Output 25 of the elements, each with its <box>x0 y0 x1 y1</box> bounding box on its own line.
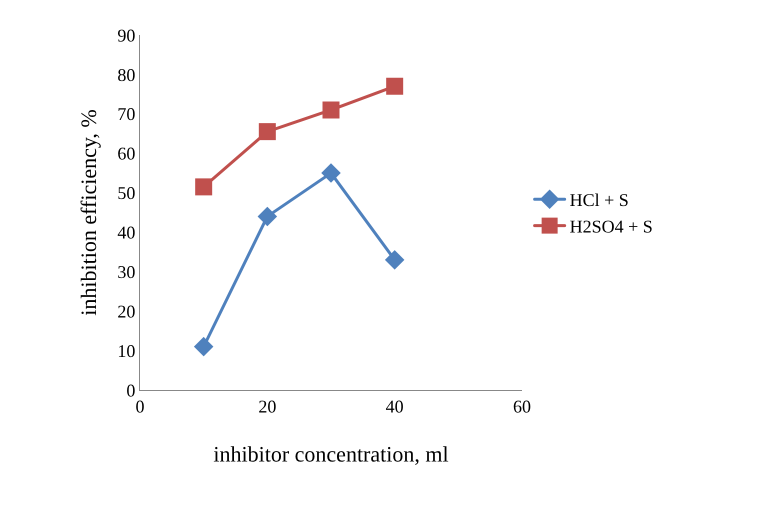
y-tick-label: 80 <box>117 64 136 85</box>
y-tick-label: 10 <box>117 340 136 361</box>
point <box>386 78 404 95</box>
x-axis-title: inhibitor concentration, ml <box>213 442 449 466</box>
y-tick-label: 60 <box>117 144 136 164</box>
point <box>384 250 404 270</box>
y-tick-label: 20 <box>117 301 136 322</box>
y-tick-label: 90 <box>117 25 136 46</box>
point <box>321 163 341 183</box>
legend-label: HCl + S <box>570 190 629 210</box>
y-tick-label: 50 <box>117 183 136 204</box>
point <box>195 178 212 196</box>
x-tick-label: 20 <box>258 396 276 417</box>
y-axis-title: inhibition efficiency, % <box>76 109 102 316</box>
y-tick-label: 0 <box>126 380 136 400</box>
y-tick-label: 30 <box>117 262 136 282</box>
legend-label: H2SO4 + S <box>570 216 653 237</box>
point <box>194 336 214 356</box>
x-tick-label: 60 <box>513 396 531 417</box>
point <box>258 123 276 140</box>
x-tick-label: 40 <box>386 396 404 417</box>
y-tick-label: 40 <box>117 222 136 243</box>
point <box>258 206 278 226</box>
point <box>322 101 340 118</box>
y-tick-label: 70 <box>117 104 136 124</box>
